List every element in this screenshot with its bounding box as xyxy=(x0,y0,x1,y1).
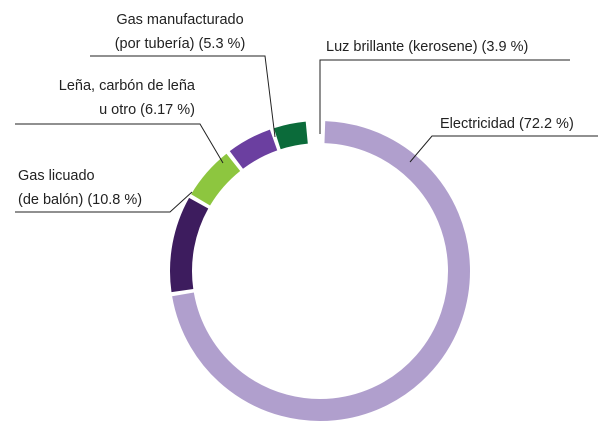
donut-segment xyxy=(172,121,470,421)
slice-label: (por tubería) (5.3 %) xyxy=(115,36,246,52)
slice-label: (de balón) (10.8 %) xyxy=(18,192,142,208)
leader-line xyxy=(15,191,193,213)
leader-line xyxy=(15,123,224,164)
slice-label: u otro (6.17 %) xyxy=(99,102,195,118)
donut-segment xyxy=(229,129,278,169)
leader-line xyxy=(90,55,276,138)
slice-label: Gas manufacturado xyxy=(116,12,243,28)
slice-label: Gas licuado xyxy=(18,168,95,184)
leader-line xyxy=(409,135,598,163)
slice-label: Leña, carbón de leña xyxy=(59,78,196,94)
slice-label: Electricidad (72.2 %) xyxy=(440,116,574,132)
donut-segment xyxy=(191,153,241,206)
donut-segment xyxy=(273,121,309,150)
donut-segment xyxy=(170,197,209,293)
slice-label: Luz brillante (kerosene) (3.9 %) xyxy=(326,39,528,55)
leader-line xyxy=(319,59,570,134)
